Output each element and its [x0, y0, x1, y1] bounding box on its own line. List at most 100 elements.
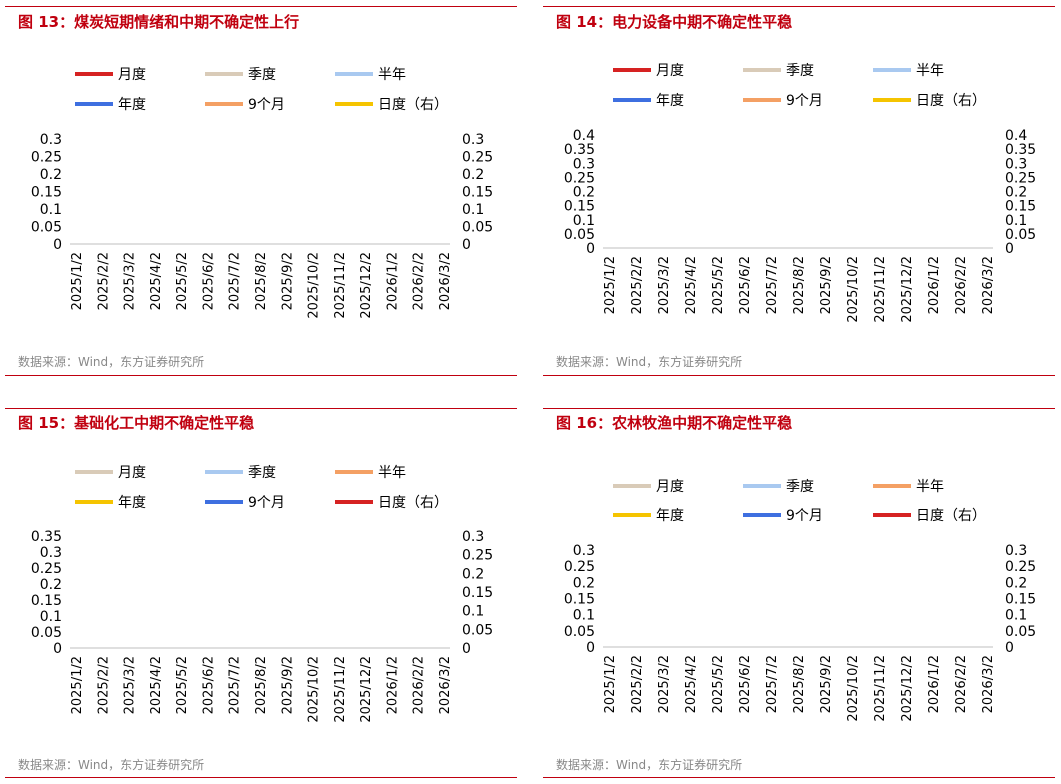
panel-title: 图 15：基础化工中期不确定性平稳 — [18, 414, 255, 432]
legend-label: 月度 — [656, 479, 684, 495]
legend-label: 年度 — [656, 508, 684, 524]
y-left-tick-label: 0 — [53, 641, 62, 657]
panel-bottom-rule — [543, 375, 1055, 376]
panel-bottom-rule — [5, 777, 517, 778]
x-tick-label: 2026/3/2 — [981, 655, 996, 713]
x-tick-label: 2026/1/2 — [927, 256, 942, 314]
x-tick-label: 2025/2/2 — [96, 656, 111, 714]
panel-title: 图 13：煤炭短期情绪和中期不确定性上行 — [18, 13, 300, 31]
x-tick-label: 2025/6/2 — [738, 655, 753, 713]
panel-bottom-rule — [543, 777, 1055, 778]
legend-label: 月度 — [118, 465, 146, 481]
x-tick-label: 2025/3/2 — [657, 655, 672, 713]
y-right-tick-label: 0.3 — [462, 529, 484, 545]
legend-label: 日度（右） — [378, 97, 448, 113]
y-right-tick-label: 0 — [462, 237, 471, 253]
legend-label: 月度 — [118, 67, 146, 83]
x-tick-label: 2026/3/2 — [438, 252, 453, 310]
legend-label: 月度 — [656, 63, 684, 79]
y-left-tick-label: 0.35 — [31, 529, 62, 545]
panel-top-rule — [543, 408, 1055, 409]
y-right-tick-label: 0.2 — [462, 566, 484, 582]
x-tick-label: 2025/8/2 — [792, 655, 807, 713]
x-tick-label: 2025/11/2 — [333, 252, 348, 319]
y-left-tick-label: 0.2 — [573, 575, 595, 591]
x-tick-label: 2025/11/2 — [873, 655, 888, 722]
source-note: 数据来源：Wind，东方证券研究所 — [556, 758, 743, 772]
y-right-tick-label: 0.1 — [462, 604, 484, 620]
legend-label: 9个月 — [786, 508, 823, 524]
x-tick-label: 2025/8/2 — [254, 252, 269, 310]
x-tick-label: 2025/4/2 — [684, 655, 699, 713]
x-tick-label: 2026/2/2 — [954, 655, 969, 713]
y-right-tick-label: 0.3 — [1005, 156, 1027, 172]
y-right-tick-label: 0.2 — [1005, 575, 1027, 591]
legend-label: 9个月 — [248, 495, 285, 511]
x-tick-label: 2026/1/2 — [927, 655, 942, 713]
x-tick-label: 2025/6/2 — [201, 656, 216, 714]
x-tick-label: 2025/10/2 — [307, 656, 322, 723]
x-tick-label: 2026/3/2 — [981, 256, 996, 314]
y-right-tick-label: 0.2 — [462, 167, 484, 183]
y-right-tick-label: 0.25 — [462, 548, 493, 564]
x-tick-label: 2025/9/2 — [280, 252, 295, 310]
x-tick-label: 2026/2/2 — [412, 252, 427, 310]
legend-label: 日度（右） — [916, 93, 986, 109]
x-tick-label: 2025/7/2 — [765, 256, 780, 314]
y-left-tick-label: 0.2 — [40, 167, 62, 183]
y-left-tick-label: 0.15 — [564, 592, 595, 608]
panel-title: 图 14：电力设备中期不确定性平稳 — [556, 13, 793, 31]
legend-label: 日度（右） — [378, 495, 448, 511]
x-tick-label: 2025/10/2 — [307, 252, 322, 319]
y-right-tick-label: 0.25 — [1005, 559, 1036, 575]
x-tick-label: 2025/2/2 — [630, 655, 645, 713]
legend-label: 9个月 — [786, 93, 823, 109]
x-tick-label: 2025/6/2 — [201, 252, 216, 310]
y-right-tick-label: 0.1 — [462, 202, 484, 218]
panel-top-rule — [543, 6, 1055, 7]
x-tick-label: 2025/5/2 — [175, 656, 190, 714]
y-left-tick-label: 0.35 — [564, 142, 595, 158]
y-right-tick-label: 0.05 — [1005, 624, 1036, 640]
legend-label: 季度 — [786, 479, 814, 495]
x-tick-label: 2025/7/2 — [765, 655, 780, 713]
x-tick-label: 2026/1/2 — [385, 656, 400, 714]
x-tick-label: 2025/3/2 — [657, 256, 672, 314]
x-tick-label: 2025/5/2 — [711, 256, 726, 314]
x-tick-label: 2025/1/2 — [70, 656, 85, 714]
x-tick-label: 2025/12/2 — [900, 655, 915, 722]
y-left-tick-label: 0.1 — [573, 608, 595, 624]
source-note: 数据来源：Wind，东方证券研究所 — [18, 758, 205, 772]
y-right-tick-label: 0.15 — [462, 185, 493, 201]
y-right-tick-label: 0.35 — [1005, 142, 1036, 158]
x-tick-label: 2025/8/2 — [792, 256, 807, 314]
x-tick-label: 2025/3/2 — [123, 252, 138, 310]
panel-bottom-rule — [5, 375, 517, 376]
y-left-tick-label: 0.3 — [40, 545, 62, 561]
x-tick-label: 2026/1/2 — [385, 252, 400, 310]
x-tick-label: 2025/2/2 — [630, 256, 645, 314]
x-tick-label: 2025/4/2 — [684, 256, 699, 314]
y-right-tick-label: 0.15 — [462, 585, 493, 601]
panel-title: 图 16：农林牧渔中期不确定性平稳 — [556, 414, 793, 432]
y-left-tick-label: 0.1 — [573, 213, 595, 229]
y-left-tick-label: 0.25 — [564, 170, 595, 186]
legend-label: 季度 — [248, 67, 276, 83]
legend-label: 季度 — [248, 465, 276, 481]
y-right-tick-label: 0.1 — [1005, 608, 1027, 624]
y-left-tick-label: 0.05 — [564, 624, 595, 640]
y-left-tick-label: 0.3 — [40, 132, 62, 148]
legend-label: 半年 — [916, 479, 944, 495]
y-left-tick-label: 0.15 — [31, 185, 62, 201]
x-tick-label: 2025/3/2 — [123, 656, 138, 714]
x-tick-label: 2025/11/2 — [333, 656, 348, 723]
x-tick-label: 2025/8/2 — [254, 656, 269, 714]
y-left-tick-label: 0.2 — [40, 577, 62, 593]
legend-label: 年度 — [118, 97, 146, 113]
y-right-tick-label: 0 — [1005, 241, 1014, 257]
x-tick-label: 2025/7/2 — [228, 656, 243, 714]
legend-label: 半年 — [916, 63, 944, 79]
x-tick-label: 2026/2/2 — [412, 656, 427, 714]
